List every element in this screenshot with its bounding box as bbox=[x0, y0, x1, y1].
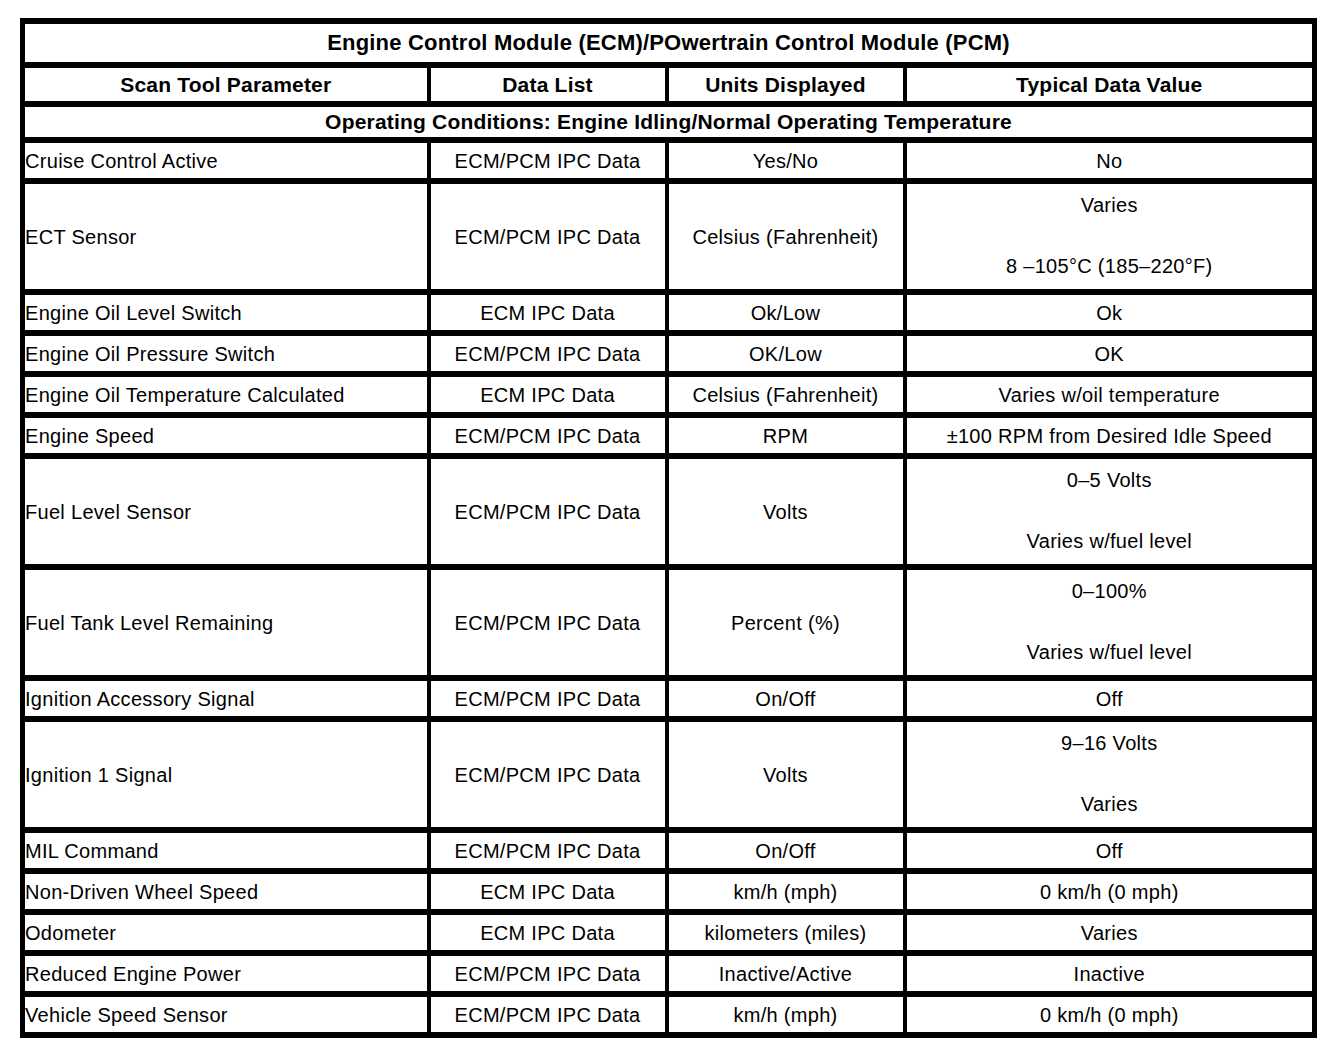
typical-data-value-cell: 0–100% Varies w/fuel level bbox=[905, 567, 1315, 678]
value-line-2: Varies w/fuel level bbox=[1027, 529, 1192, 553]
value-line-1: Varies bbox=[1081, 193, 1138, 217]
units-displayed-cell: Yes/No bbox=[667, 140, 905, 181]
table-row: Engine Oil Temperature Calculated ECM IP… bbox=[23, 374, 1315, 415]
value-line-2: Varies w/fuel level bbox=[1027, 640, 1192, 664]
column-header-units-displayed: Units Displayed bbox=[667, 65, 905, 104]
table-row: Odometer ECM IPC Data kilometers (miles)… bbox=[23, 912, 1315, 953]
scan-tool-parameter-cell: Odometer bbox=[23, 912, 429, 953]
table-row: Engine Speed ECM/PCM IPC Data RPM ±100 R… bbox=[23, 415, 1315, 456]
units-displayed-cell: On/Off bbox=[667, 830, 905, 871]
typical-data-value-cell: Inactive bbox=[905, 953, 1315, 994]
table-row: Non-Driven Wheel Speed ECM IPC Data km/h… bbox=[23, 871, 1315, 912]
typical-data-value-cell: Off bbox=[905, 830, 1315, 871]
table-row: Engine Oil Level Switch ECM IPC Data Ok/… bbox=[23, 292, 1315, 333]
operating-conditions-text: Operating Conditions: Engine Idling/Norm… bbox=[23, 104, 1315, 140]
units-displayed-cell: Ok/Low bbox=[667, 292, 905, 333]
units-displayed-cell: Percent (%) bbox=[667, 567, 905, 678]
data-list-cell: ECM/PCM IPC Data bbox=[429, 456, 667, 567]
value-stack: 0–5 Volts Varies w/fuel level bbox=[907, 459, 1313, 564]
typical-data-value-cell: 9–16 Volts Varies bbox=[905, 719, 1315, 830]
value-line-2: Varies bbox=[1081, 792, 1138, 816]
document-page: Engine Control Module (ECM)/POwertrain C… bbox=[20, 18, 1317, 1038]
column-header-data-list: Data List bbox=[429, 65, 667, 104]
value-line-2: 8 –105°C (185–220°F) bbox=[1006, 254, 1213, 278]
typical-data-value-cell: Ok bbox=[905, 292, 1315, 333]
value-line-1: 9–16 Volts bbox=[1061, 731, 1157, 755]
units-displayed-cell: OK/Low bbox=[667, 333, 905, 374]
ecm-pcm-scan-tool-data-table: Engine Control Module (ECM)/POwertrain C… bbox=[20, 18, 1317, 1038]
typical-data-value-cell: Off bbox=[905, 678, 1315, 719]
scan-tool-parameter-cell: Ignition 1 Signal bbox=[23, 719, 429, 830]
units-displayed-cell: On/Off bbox=[667, 678, 905, 719]
units-displayed-cell: km/h (mph) bbox=[667, 994, 905, 1035]
scan-tool-parameter-cell: Cruise Control Active bbox=[23, 140, 429, 181]
scan-tool-parameter-cell: Engine Oil Pressure Switch bbox=[23, 333, 429, 374]
scan-tool-parameter-cell: Fuel Tank Level Remaining bbox=[23, 567, 429, 678]
data-list-cell: ECM IPC Data bbox=[429, 292, 667, 333]
data-list-cell: ECM IPC Data bbox=[429, 912, 667, 953]
typical-data-value-cell: 0 km/h (0 mph) bbox=[905, 994, 1315, 1035]
typical-data-value-cell: Varies w/oil temperature bbox=[905, 374, 1315, 415]
table-title: Engine Control Module (ECM)/POwertrain C… bbox=[23, 21, 1315, 65]
table-row: Cruise Control Active ECM/PCM IPC Data Y… bbox=[23, 140, 1315, 181]
typical-data-value-cell: 0 km/h (0 mph) bbox=[905, 871, 1315, 912]
typical-data-value-cell: OK bbox=[905, 333, 1315, 374]
value-stack: 0–100% Varies w/fuel level bbox=[907, 570, 1313, 675]
data-list-cell: ECM/PCM IPC Data bbox=[429, 567, 667, 678]
units-displayed-cell: Celsius (Fahrenheit) bbox=[667, 181, 905, 292]
typical-data-value-cell: ±100 RPM from Desired Idle Speed bbox=[905, 415, 1315, 456]
data-list-cell: ECM/PCM IPC Data bbox=[429, 333, 667, 374]
table-row: Engine Oil Pressure Switch ECM/PCM IPC D… bbox=[23, 333, 1315, 374]
value-line-1: 0–100% bbox=[1072, 579, 1147, 603]
scan-tool-parameter-cell: Ignition Accessory Signal bbox=[23, 678, 429, 719]
scan-tool-parameter-cell: Reduced Engine Power bbox=[23, 953, 429, 994]
units-displayed-cell: Inactive/Active bbox=[667, 953, 905, 994]
units-displayed-cell: Volts bbox=[667, 456, 905, 567]
typical-data-value-cell: 0–5 Volts Varies w/fuel level bbox=[905, 456, 1315, 567]
value-stack: Varies 8 –105°C (185–220°F) bbox=[907, 184, 1313, 289]
table-row: MIL Command ECM/PCM IPC Data On/Off Off bbox=[23, 830, 1315, 871]
value-line-1: 0–5 Volts bbox=[1067, 468, 1152, 492]
scan-tool-parameter-cell: Engine Oil Temperature Calculated bbox=[23, 374, 429, 415]
typical-data-value-cell: Varies 8 –105°C (185–220°F) bbox=[905, 181, 1315, 292]
data-list-cell: ECM IPC Data bbox=[429, 374, 667, 415]
scan-tool-parameter-cell: Fuel Level Sensor bbox=[23, 456, 429, 567]
scan-tool-parameter-cell: Engine Oil Level Switch bbox=[23, 292, 429, 333]
units-displayed-cell: Volts bbox=[667, 719, 905, 830]
scan-tool-parameter-cell: Vehicle Speed Sensor bbox=[23, 994, 429, 1035]
typical-data-value-cell: Varies bbox=[905, 912, 1315, 953]
data-list-cell: ECM/PCM IPC Data bbox=[429, 953, 667, 994]
table-row: Reduced Engine Power ECM/PCM IPC Data In… bbox=[23, 953, 1315, 994]
scan-tool-parameter-cell: Engine Speed bbox=[23, 415, 429, 456]
units-displayed-cell: km/h (mph) bbox=[667, 871, 905, 912]
units-displayed-cell: Celsius (Fahrenheit) bbox=[667, 374, 905, 415]
data-list-cell: ECM/PCM IPC Data bbox=[429, 719, 667, 830]
table-row: Vehicle Speed Sensor ECM/PCM IPC Data km… bbox=[23, 994, 1315, 1035]
table-header-row: Scan Tool Parameter Data List Units Disp… bbox=[23, 65, 1315, 104]
typical-data-value-cell: No bbox=[905, 140, 1315, 181]
value-stack: 9–16 Volts Varies bbox=[907, 722, 1313, 827]
data-list-cell: ECM/PCM IPC Data bbox=[429, 678, 667, 719]
data-list-cell: ECM/PCM IPC Data bbox=[429, 994, 667, 1035]
table-row: ECT Sensor ECM/PCM IPC Data Celsius (Fah… bbox=[23, 181, 1315, 292]
units-displayed-cell: RPM bbox=[667, 415, 905, 456]
table-row: Fuel Level Sensor ECM/PCM IPC Data Volts… bbox=[23, 456, 1315, 567]
operating-conditions-row: Operating Conditions: Engine Idling/Norm… bbox=[23, 104, 1315, 140]
column-header-scan-tool-parameter: Scan Tool Parameter bbox=[23, 65, 429, 104]
table-row: Fuel Tank Level Remaining ECM/PCM IPC Da… bbox=[23, 567, 1315, 678]
data-list-cell: ECM/PCM IPC Data bbox=[429, 181, 667, 292]
data-list-cell: ECM/PCM IPC Data bbox=[429, 415, 667, 456]
scan-tool-parameter-cell: Non-Driven Wheel Speed bbox=[23, 871, 429, 912]
table-title-row: Engine Control Module (ECM)/POwertrain C… bbox=[23, 21, 1315, 65]
table-row: Ignition Accessory Signal ECM/PCM IPC Da… bbox=[23, 678, 1315, 719]
data-list-cell: ECM/PCM IPC Data bbox=[429, 140, 667, 181]
scan-tool-parameter-cell: MIL Command bbox=[23, 830, 429, 871]
table-row: Ignition 1 Signal ECM/PCM IPC Data Volts… bbox=[23, 719, 1315, 830]
column-header-typical-data-value: Typical Data Value bbox=[905, 65, 1315, 104]
data-list-cell: ECM IPC Data bbox=[429, 871, 667, 912]
units-displayed-cell: kilometers (miles) bbox=[667, 912, 905, 953]
data-list-cell: ECM/PCM IPC Data bbox=[429, 830, 667, 871]
scan-tool-parameter-cell: ECT Sensor bbox=[23, 181, 429, 292]
